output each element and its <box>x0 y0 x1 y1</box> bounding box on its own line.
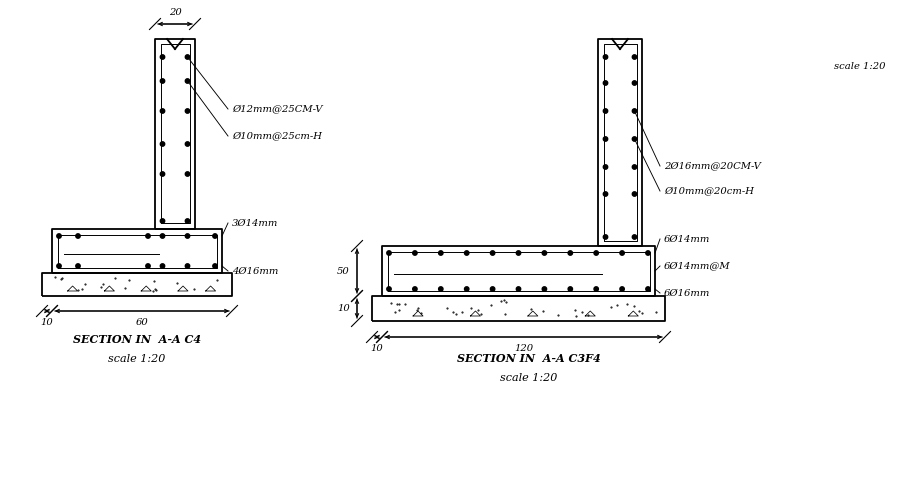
Circle shape <box>464 287 469 291</box>
Circle shape <box>604 235 608 239</box>
Text: 6Ø14mm: 6Ø14mm <box>664 234 710 243</box>
Text: 6Ø14mm@M: 6Ø14mm@M <box>664 262 731 271</box>
Circle shape <box>160 109 165 113</box>
Circle shape <box>213 264 217 268</box>
Text: 10: 10 <box>337 304 350 313</box>
Circle shape <box>620 251 624 255</box>
Circle shape <box>633 235 636 239</box>
Circle shape <box>185 234 190 238</box>
Circle shape <box>645 287 650 291</box>
Circle shape <box>464 251 469 255</box>
Text: 6Ø16mm: 6Ø16mm <box>664 289 710 298</box>
Circle shape <box>185 264 190 268</box>
Text: 4Ø16mm: 4Ø16mm <box>232 267 278 276</box>
Circle shape <box>185 172 190 176</box>
Circle shape <box>568 251 573 255</box>
Circle shape <box>604 137 608 141</box>
Circle shape <box>160 219 165 223</box>
Circle shape <box>604 165 608 169</box>
Text: 10: 10 <box>41 318 54 327</box>
Circle shape <box>75 264 80 268</box>
Circle shape <box>160 142 165 146</box>
Circle shape <box>145 264 150 268</box>
Circle shape <box>594 287 598 291</box>
Circle shape <box>542 251 546 255</box>
Text: Ø12mm@25CM-V: Ø12mm@25CM-V <box>232 105 323 114</box>
Circle shape <box>633 109 636 113</box>
Text: 2Ø16mm@20CM-V: 2Ø16mm@20CM-V <box>664 161 761 170</box>
Circle shape <box>185 109 190 113</box>
Circle shape <box>160 264 165 268</box>
Circle shape <box>604 55 608 59</box>
Circle shape <box>56 264 61 268</box>
Circle shape <box>160 79 165 83</box>
Text: 10: 10 <box>371 344 384 353</box>
Text: 50: 50 <box>337 267 350 276</box>
Circle shape <box>185 55 190 59</box>
Circle shape <box>160 55 165 59</box>
Circle shape <box>439 251 443 255</box>
Circle shape <box>604 192 608 196</box>
Circle shape <box>594 251 598 255</box>
Circle shape <box>413 251 417 255</box>
Text: 60: 60 <box>135 318 148 327</box>
Circle shape <box>185 79 190 83</box>
Circle shape <box>439 287 443 291</box>
Text: Ø10mm@20cm-H: Ø10mm@20cm-H <box>664 186 754 195</box>
Circle shape <box>490 251 494 255</box>
Circle shape <box>516 287 521 291</box>
Circle shape <box>387 251 391 255</box>
Circle shape <box>516 251 521 255</box>
Circle shape <box>620 287 624 291</box>
Circle shape <box>145 234 150 238</box>
Text: 3Ø14mm: 3Ø14mm <box>232 218 278 227</box>
Circle shape <box>633 81 636 85</box>
Text: scale 1:20: scale 1:20 <box>500 373 557 383</box>
Circle shape <box>75 234 80 238</box>
Circle shape <box>604 109 608 113</box>
Circle shape <box>56 234 61 238</box>
Circle shape <box>633 165 636 169</box>
Circle shape <box>213 234 217 238</box>
Text: SECTION IN  A-A C3F4: SECTION IN A-A C3F4 <box>456 353 600 364</box>
Circle shape <box>185 142 190 146</box>
Circle shape <box>568 287 573 291</box>
Text: SECTION IN  A-A C4: SECTION IN A-A C4 <box>73 334 201 345</box>
Circle shape <box>604 81 608 85</box>
Circle shape <box>413 287 417 291</box>
Text: scale 1:20: scale 1:20 <box>834 62 885 71</box>
Circle shape <box>387 287 391 291</box>
Circle shape <box>160 234 165 238</box>
Text: Ø10mm@25cm-H: Ø10mm@25cm-H <box>232 131 322 140</box>
Circle shape <box>645 251 650 255</box>
Circle shape <box>542 287 546 291</box>
Circle shape <box>633 55 636 59</box>
Circle shape <box>160 172 165 176</box>
Circle shape <box>633 137 636 141</box>
Text: scale 1:20: scale 1:20 <box>108 354 165 364</box>
Text: 20: 20 <box>169 8 182 17</box>
Circle shape <box>633 192 636 196</box>
Circle shape <box>185 219 190 223</box>
Circle shape <box>490 287 494 291</box>
Text: 120: 120 <box>514 344 533 353</box>
